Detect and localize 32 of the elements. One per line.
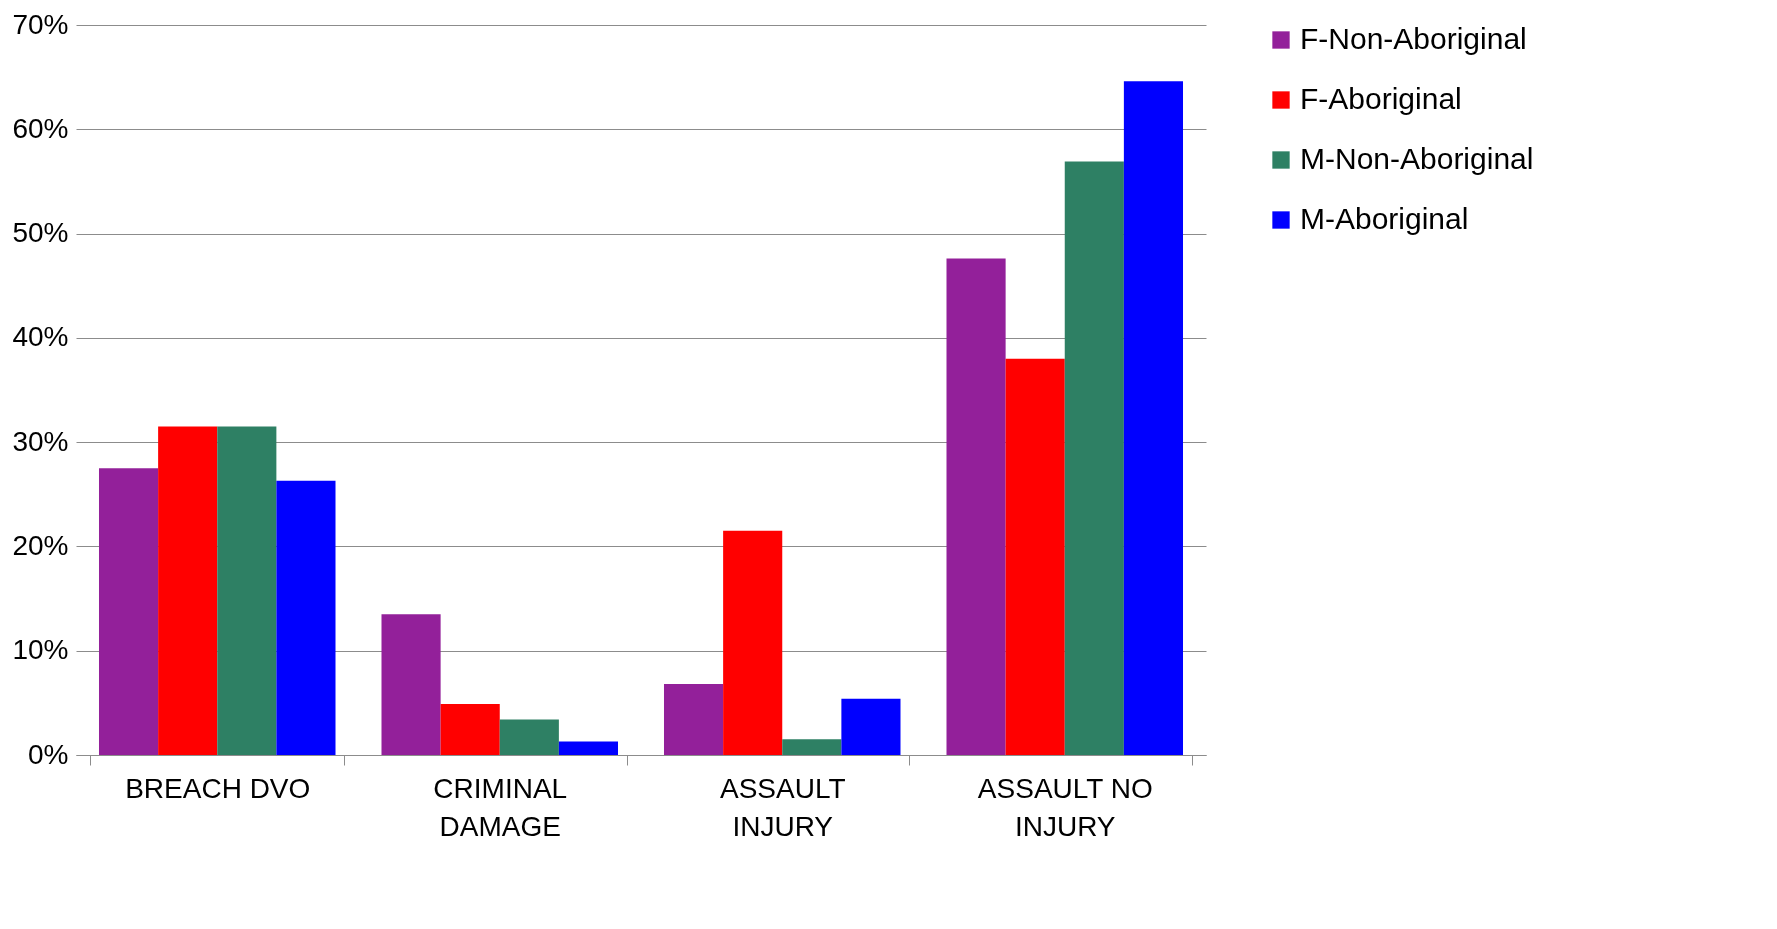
bar — [276, 480, 336, 755]
legend-label: M-Non-Aboriginal — [1300, 142, 1534, 175]
bar — [946, 258, 1006, 755]
y-tick-label: 20% — [12, 529, 69, 561]
legend-label: F-Non-Aboriginal — [1300, 22, 1527, 55]
y-tick-label: 40% — [12, 321, 69, 353]
bar — [158, 426, 218, 755]
bar — [841, 698, 901, 755]
bar — [499, 719, 559, 755]
x-tick-label: BREACH DVO — [125, 772, 311, 804]
bar — [1123, 81, 1184, 755]
bar — [1064, 161, 1124, 755]
bar — [217, 426, 277, 755]
y-tick-label: 60% — [12, 112, 69, 144]
bar — [440, 703, 500, 755]
y-tick-label: 30% — [12, 425, 69, 457]
x-tick-label: ASSAULT NO INJURY — [977, 772, 1153, 842]
x-tick-label: CRIMINAL DAMAGE — [433, 772, 568, 842]
bar — [782, 739, 842, 755]
y-tick-label: 0% — [28, 738, 69, 770]
y-tick-label: 10% — [12, 634, 69, 666]
x-tick-label: ASSAULT INJURY — [719, 772, 846, 842]
bar — [381, 614, 441, 755]
legend-label: M-Aboriginal — [1300, 202, 1469, 235]
bar — [558, 741, 619, 755]
y-tick-label: 50% — [12, 217, 69, 249]
bar — [723, 530, 783, 755]
legend-label: F-Aboriginal — [1300, 82, 1462, 115]
bar — [663, 684, 724, 755]
bar — [1005, 358, 1065, 755]
bar — [98, 468, 159, 755]
y-tick-label: 70% — [12, 8, 69, 40]
